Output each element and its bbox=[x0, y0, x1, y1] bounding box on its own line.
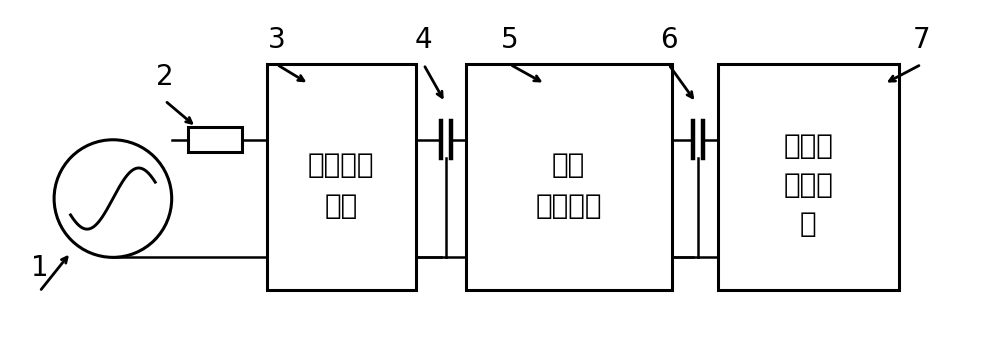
Text: 共振线圈: 共振线圈 bbox=[535, 193, 602, 221]
Text: 路: 路 bbox=[800, 210, 817, 238]
Bar bbox=[188, 127, 242, 152]
Bar bbox=[718, 64, 899, 290]
Text: 负载电: 负载电 bbox=[783, 171, 833, 199]
Text: 电源: 电源 bbox=[325, 193, 358, 221]
Text: 电磁: 电磁 bbox=[552, 151, 585, 179]
Text: 7: 7 bbox=[913, 27, 930, 55]
Text: 2: 2 bbox=[156, 63, 174, 91]
Text: 6: 6 bbox=[660, 27, 677, 55]
Text: 整流及: 整流及 bbox=[783, 132, 833, 160]
Text: 高频发射: 高频发射 bbox=[308, 151, 374, 179]
Text: 5: 5 bbox=[501, 27, 519, 55]
Text: 3: 3 bbox=[268, 27, 285, 55]
Bar bbox=[267, 64, 416, 290]
Text: 4: 4 bbox=[415, 27, 432, 55]
Bar bbox=[466, 64, 672, 290]
Text: 1: 1 bbox=[31, 254, 48, 282]
